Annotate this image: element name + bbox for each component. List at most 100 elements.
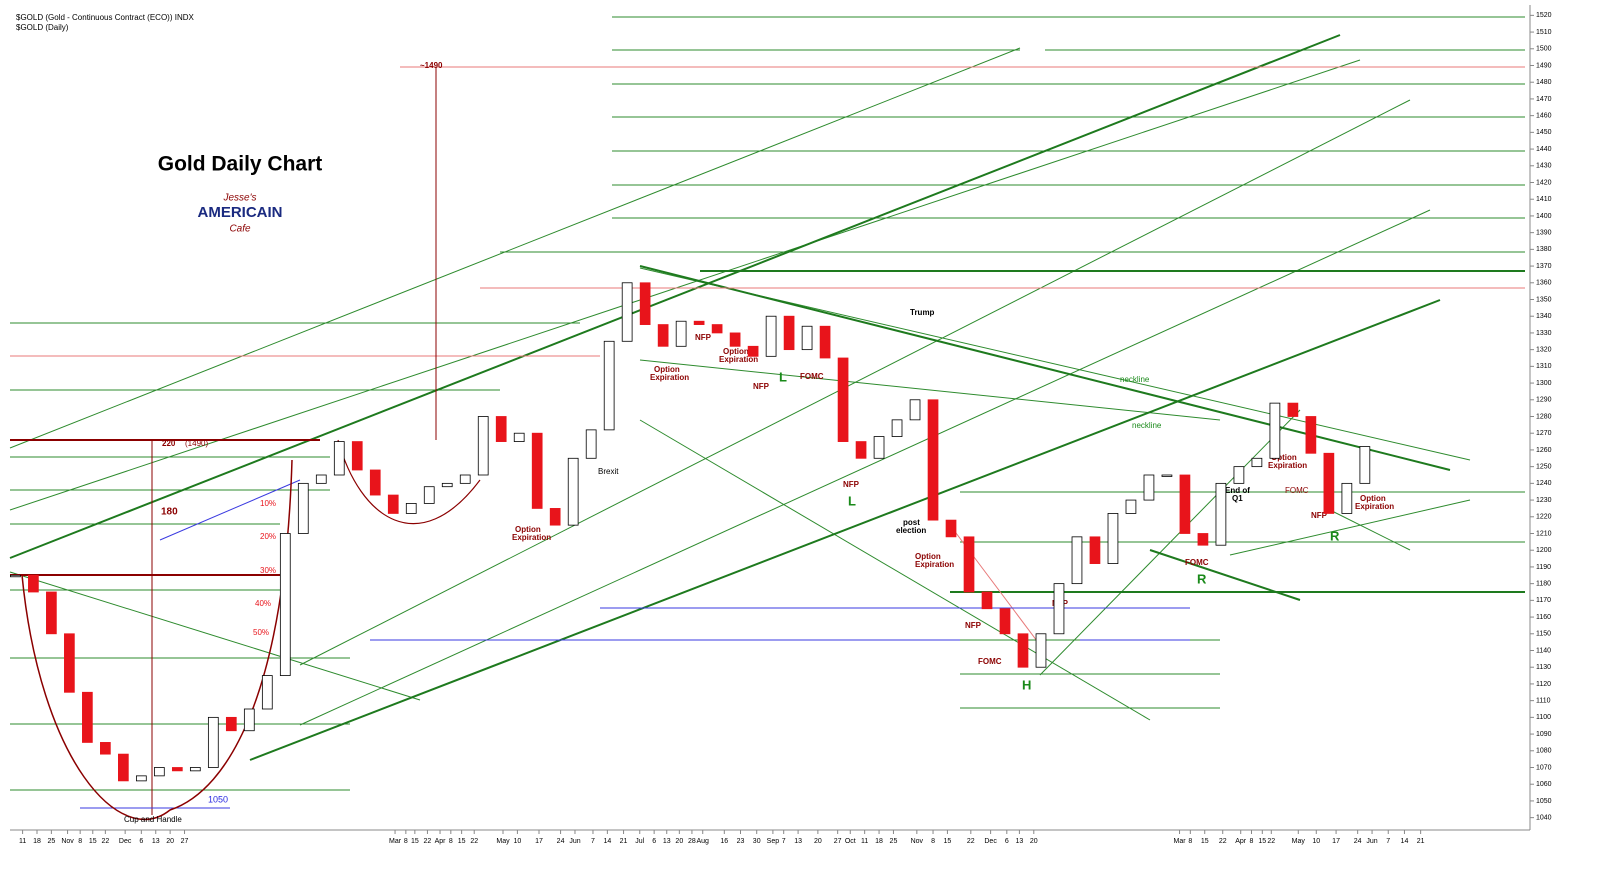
candle-body	[10, 574, 21, 578]
annotation: R	[1330, 528, 1340, 543]
candle-body	[585, 429, 597, 459]
annotation: neckline	[1120, 375, 1150, 384]
candle-body	[1107, 513, 1119, 564]
x-tick-label: 8	[449, 838, 453, 845]
x-tick-label: 17	[1332, 838, 1340, 845]
y-tick-label: 1250	[1536, 463, 1552, 470]
logo: Cafe	[229, 224, 251, 235]
candle-body	[423, 486, 435, 504]
x-tick-label: 8	[931, 838, 935, 845]
x-tick-label: 27	[181, 838, 189, 845]
y-tick-label: 1360	[1536, 280, 1552, 287]
annotation: Expiration	[915, 560, 954, 569]
handle-arc	[337, 439, 481, 525]
annotation: 30%	[260, 566, 276, 575]
candle-body	[693, 320, 705, 325]
candle-body	[1305, 416, 1317, 454]
candle-body	[64, 633, 75, 693]
candle-body	[531, 432, 543, 509]
candle-body	[1287, 402, 1299, 417]
x-tick-label: 25	[890, 838, 898, 845]
candle-body	[1053, 583, 1065, 635]
x-tick-label: 11	[19, 838, 26, 845]
y-tick-label: 1040	[1536, 814, 1552, 821]
x-tick-label: 7	[782, 838, 786, 845]
candle-body	[189, 767, 201, 772]
x-tick-label: Dec	[119, 838, 132, 845]
y-tick-label: 1200	[1536, 547, 1552, 554]
y-tick-label: 1240	[1536, 480, 1552, 487]
annotation: 1050	[208, 794, 228, 804]
annotation: Cup and Handle	[124, 815, 182, 824]
annotation: R	[1197, 571, 1207, 586]
x-tick-label: Sep	[767, 838, 780, 845]
x-tick-label: 13	[794, 838, 802, 845]
annotation: Expiration	[650, 373, 689, 382]
x-tick-label: 18	[875, 838, 883, 845]
candle-body	[891, 419, 903, 437]
y-tick-label: 1270	[1536, 430, 1552, 437]
y-tick-label: 1160	[1536, 614, 1551, 621]
annotation: Q1	[1232, 494, 1243, 503]
y-tick-label: 1410	[1536, 196, 1552, 203]
x-tick-label: 24	[1354, 838, 1362, 845]
candle-body	[1233, 466, 1245, 484]
y-tick-label: 1190	[1536, 564, 1551, 571]
x-tick-label: 14	[603, 838, 611, 845]
x-tick-label: 11	[861, 838, 868, 845]
annotation: 50%	[253, 628, 269, 637]
x-tick-label: Jun	[569, 838, 580, 845]
y-tick-label: 1330	[1536, 330, 1552, 337]
candle-body	[981, 591, 993, 610]
annotation: Option	[915, 552, 941, 561]
candle-body	[28, 574, 39, 593]
y-tick-label: 1090	[1536, 731, 1552, 738]
candle-body	[1143, 474, 1155, 501]
candle-body	[171, 767, 183, 772]
subheader: $GOLD (Daily)	[16, 23, 69, 32]
x-tick-label: 24	[557, 838, 565, 845]
annotation: L	[779, 369, 787, 384]
y-tick-label: 1460	[1536, 112, 1552, 119]
candle-body	[945, 519, 957, 538]
x-tick-label: 14	[1401, 838, 1409, 845]
y-tick-label: 1060	[1536, 781, 1552, 788]
x-tick-label: 15	[89, 838, 97, 845]
candle-body	[927, 399, 939, 521]
x-tick-label: 20	[814, 838, 822, 845]
candle-body	[459, 474, 471, 484]
x-tick-label: Dec	[984, 838, 997, 845]
x-tick-label: Nov	[911, 838, 924, 845]
candle-body	[135, 775, 147, 782]
candle-body	[351, 441, 363, 471]
candle-body	[1017, 633, 1029, 668]
annotations: ~1490 220 (1490) 180 10% 20% 30% 40% 50%…	[124, 61, 1394, 824]
candle-body	[1035, 633, 1047, 668]
x-tick-label: 13	[1016, 838, 1024, 845]
x-tick-label: 23	[737, 838, 745, 845]
annotation: 220	[162, 439, 176, 448]
x-tick-label: 15	[1258, 838, 1266, 845]
candle-body	[1215, 482, 1227, 546]
x-tick-label: 15	[458, 838, 466, 845]
candle-body	[369, 469, 381, 496]
annotation: FOMC	[1285, 486, 1309, 495]
y-tick-label: 1490	[1536, 62, 1552, 69]
trend-lines	[9, 16, 1525, 791]
y-tick-label: 1100	[1536, 714, 1551, 721]
x-tick-label: 22	[1267, 838, 1275, 845]
y-tick-label: 1310	[1536, 363, 1552, 370]
candle-body	[1089, 536, 1101, 564]
x-tick-label: 15	[411, 838, 419, 845]
x-tick-label: May	[1292, 838, 1306, 845]
candle-body	[549, 508, 561, 526]
x-tick-label: 7	[591, 838, 595, 845]
x-tick-label: 18	[33, 838, 41, 845]
candle-body	[495, 416, 507, 442]
candle-body	[1359, 446, 1371, 484]
logo: Jesse's	[222, 193, 256, 204]
candle-body	[1197, 533, 1209, 546]
x-tick-label: 17	[535, 838, 543, 845]
candle-body	[279, 533, 291, 676]
blue-lines	[80, 479, 1190, 809]
